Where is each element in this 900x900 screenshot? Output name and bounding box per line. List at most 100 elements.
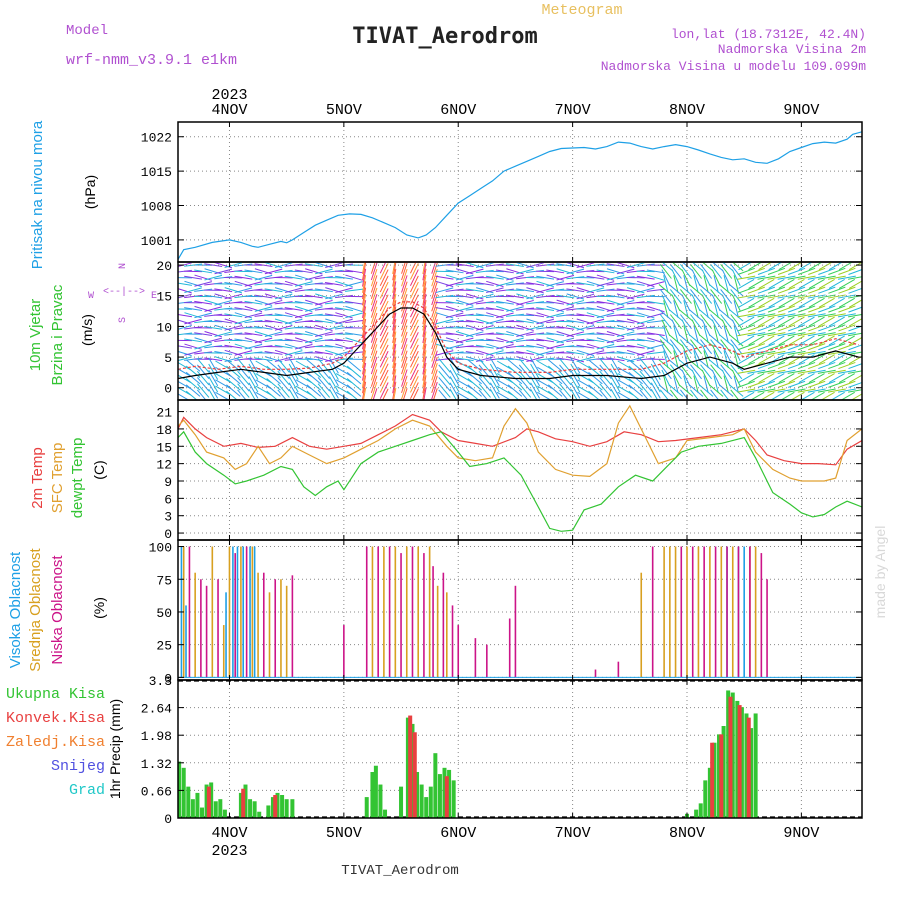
wind-barb [422,318,427,337]
wind-barb [465,299,484,306]
wind-barb [362,325,367,344]
wind-barb [266,371,281,385]
wind-barb [817,294,836,299]
wind-barb [485,275,504,280]
wind-barb [324,269,343,274]
wind-barb [478,370,491,386]
wind-barb [730,364,743,380]
wind-barb [738,279,755,289]
wind-barb [798,373,815,383]
wind-barb [636,294,655,299]
wind-barb [324,301,343,305]
wind-barb [315,331,333,337]
wind-barb [669,264,682,279]
wind-barb [335,360,353,371]
wind-barb [767,350,786,356]
y-tick-label: 1008 [141,200,172,215]
wind-barb [626,301,645,305]
wind-barb [516,351,534,355]
wind-barb [737,343,755,351]
wind-barb [671,369,681,387]
wind-barb [797,294,816,299]
wind-barb [748,335,765,346]
wind-barb [449,382,460,399]
wind-barb [730,314,743,329]
wind-barb [196,370,210,386]
wind-barb [828,267,846,275]
x-tick-label-top: 5NOV [326,102,362,119]
wind-barb [392,318,397,337]
wind-barb [636,263,655,267]
wind-barb [737,286,755,294]
wind-barb [409,325,419,343]
wind-barb [678,359,694,372]
bar-cloud_high [249,546,251,678]
wind-barb [778,316,795,327]
wind-barb [325,262,343,268]
wind-barb [848,381,862,388]
wind-barb [596,274,615,281]
wind-barb [669,339,682,355]
wind-barb [237,383,250,398]
wind-barb [818,324,836,332]
wind-barb [606,263,625,268]
wind-barb [680,264,692,279]
wind-barb [284,307,303,311]
wind-barb [324,332,343,336]
wind-barb [626,269,645,274]
wind-barb [659,289,672,304]
wind-barb [370,331,378,350]
wind-barb [721,294,731,312]
wind-barb [244,312,263,319]
wind-barb [495,319,514,324]
wind-barb [828,373,845,383]
bar-precip_total [266,805,271,818]
wind-barb [777,294,796,299]
wind-barb [807,369,826,374]
wind-barb [713,300,719,318]
wind-barb [435,326,454,330]
wind-barb [294,319,313,324]
wind-barb [476,349,494,357]
wind-barb [757,294,776,299]
wind-barb [379,262,387,274]
wind-barb [818,343,836,351]
y-tick-label: 21 [156,406,172,421]
wind-barb [422,337,427,356]
wind-barb [214,351,233,355]
wind-barb [526,332,545,336]
footer-station: TIVAT_Aerodrom [341,863,459,879]
wind-barb [556,337,575,344]
wind-barb [797,388,816,393]
wind-barb [536,294,555,299]
wind-barb [288,376,299,393]
wind-barb [778,297,795,308]
bar-cloud_low [291,575,294,678]
wind-barb [184,280,202,288]
bar-cloud_low [703,546,705,678]
y-tick-label: 1015 [141,165,172,180]
wind-barb [713,275,719,293]
wind-barb [379,369,389,387]
wind-barb [526,318,544,325]
wind-barb [526,287,544,294]
y-tick-label: 10 [156,320,172,335]
wind-barb [325,325,343,331]
bar-cloud_low [508,618,511,678]
wind-barb [314,288,333,293]
wind-barb [576,282,595,286]
wind-barb [445,305,464,313]
wind-barb [778,335,795,346]
wind-barb [518,364,532,379]
series-line-pressure [178,131,862,260]
wind-barb [370,337,378,356]
wind-barb [456,373,473,383]
wind-barb [606,299,625,306]
wind-barb [315,293,333,300]
wind-barb [328,357,339,374]
bar-precip_total [735,700,740,818]
wind-barb [576,287,595,294]
wind-barb [668,284,684,297]
wind-barb [277,370,290,386]
wind-barb [731,269,741,286]
